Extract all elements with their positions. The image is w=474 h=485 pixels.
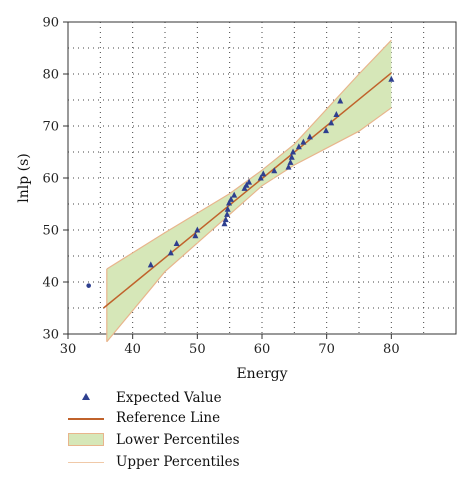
- upper-percentile-edge: [106, 39, 392, 270]
- legend-item-reference-line: Reference Line: [66, 408, 366, 428]
- expected-value-marker: [192, 232, 199, 239]
- x-tick-label: 70: [318, 342, 335, 357]
- expected-value-marker: [147, 261, 154, 268]
- expected-value-marker: [222, 216, 229, 223]
- y-tick-label: 50: [42, 224, 59, 239]
- expected-value-marker: [167, 249, 174, 256]
- percentile-band-fill: [106, 40, 392, 342]
- expected-value-marker: [285, 163, 292, 170]
- expected-value-marker: [288, 153, 295, 160]
- expected-value-marker: [227, 195, 234, 202]
- y-tick-label: 90: [42, 16, 59, 31]
- outlier-point: [86, 283, 91, 288]
- x-tick-label: 30: [60, 342, 77, 357]
- x-tick-label: 60: [254, 342, 271, 357]
- legend-label: Reference Line: [116, 410, 221, 426]
- expected-value-marker: [333, 111, 340, 118]
- y-axis-title: lnlp (s): [16, 153, 32, 203]
- y-tick-label: 30: [42, 328, 59, 343]
- expected-value-marker: [388, 75, 395, 82]
- y-tick-label: 80: [42, 68, 59, 83]
- expected-value-marker: [241, 184, 248, 191]
- x-tick-label: 80: [383, 342, 400, 357]
- legend: Expected Value Reference Line Lower Perc…: [66, 388, 366, 472]
- expected-value-marker: [306, 133, 313, 140]
- fill-swatch-icon: [66, 432, 106, 448]
- x-tick-label: 40: [124, 342, 141, 357]
- reference-line-segment: [103, 72, 392, 309]
- expected-value-marker: [287, 158, 294, 165]
- chart: 30 40 50 60 70 80 30 40 50 60 70 80 90 Energy lnlp …: [16, 16, 457, 382]
- expected-value-marker: [173, 240, 180, 247]
- expected-value-marker: [271, 167, 278, 174]
- expected-value-marker: [257, 174, 264, 181]
- lower-percentile-edge: [106, 107, 392, 343]
- expected-value-marker: [260, 170, 267, 177]
- y-tick-label: 40: [42, 276, 59, 291]
- expected-value-marker: [295, 143, 302, 150]
- expected-value-marker: [337, 97, 344, 104]
- legend-label: Upper Percentiles: [116, 454, 240, 470]
- legend-item-lower-percentiles: Lower Percentiles: [66, 428, 366, 452]
- x-tick-label: 50: [189, 342, 206, 357]
- legend-item-upper-percentiles: Upper Percentiles: [66, 452, 366, 472]
- line-swatch-icon: [66, 410, 106, 426]
- expected-value-points: [86, 75, 395, 288]
- expected-value-marker: [243, 181, 250, 188]
- expected-value-marker: [221, 220, 228, 227]
- expected-value-marker: [224, 210, 231, 217]
- expected-value-marker: [300, 138, 307, 145]
- y-tick-label: 60: [42, 172, 59, 187]
- y-axis-ticks: 30 40 50 60 70 80 90: [42, 16, 68, 343]
- expected-value-marker: [328, 119, 335, 126]
- expected-value-marker: [231, 191, 238, 198]
- legend-label: Lower Percentiles: [116, 432, 240, 448]
- y-tick-label: 70: [42, 120, 59, 135]
- thin-line-swatch-icon: [66, 454, 106, 470]
- expected-value-marker: [323, 127, 330, 134]
- expected-value-marker: [194, 226, 201, 233]
- reference-line: [103, 72, 392, 309]
- expected-value-marker: [226, 199, 233, 206]
- expected-value-marker: [290, 148, 297, 155]
- expected-value-marker: [224, 205, 231, 212]
- legend-label: Expected Value: [116, 390, 222, 406]
- expected-value-marker: [246, 178, 253, 185]
- x-axis-ticks: 30 40 50 60 70 80: [60, 334, 400, 357]
- triangle-marker-icon: [66, 390, 106, 406]
- x-axis-title: Energy: [236, 366, 287, 382]
- legend-item-expected-value: Expected Value: [66, 388, 366, 408]
